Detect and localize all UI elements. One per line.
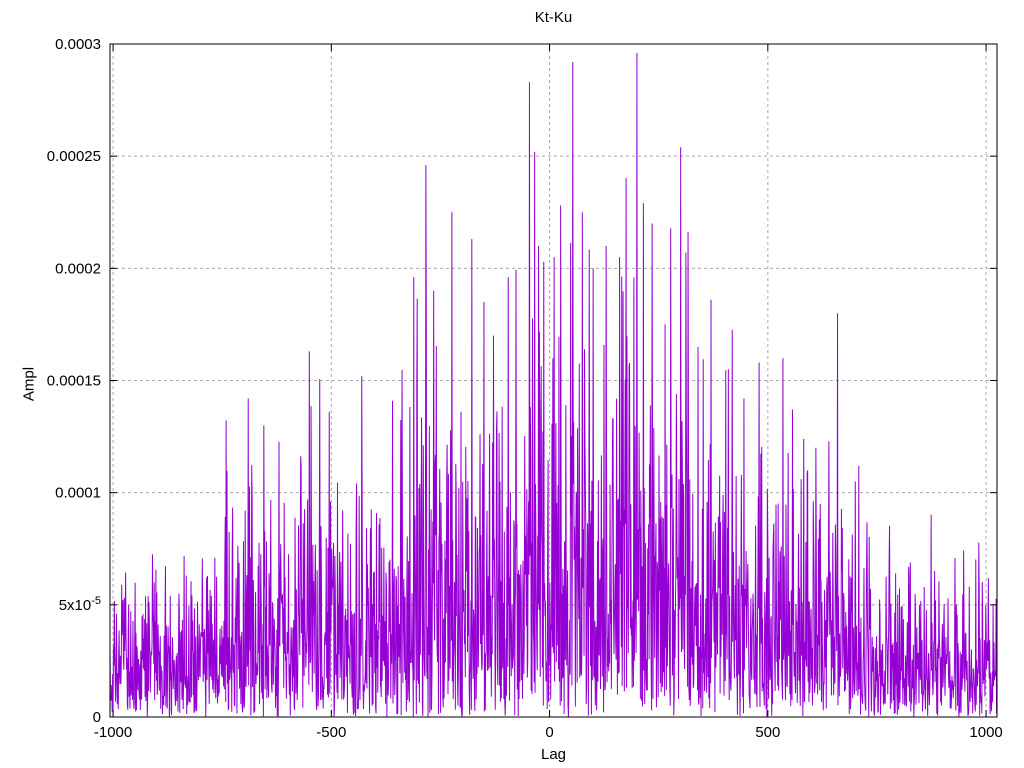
x-tick-label: 0 bbox=[545, 724, 553, 741]
data-series-line bbox=[109, 52, 998, 717]
y-tick-label: 0.00015 bbox=[47, 373, 101, 390]
x-axis-title: Lag bbox=[540, 746, 567, 763]
y-tick-label: 0.0002 bbox=[55, 260, 101, 277]
chart-title: Kt-Ku bbox=[534, 9, 573, 26]
y-tick-label: 0.0003 bbox=[55, 36, 101, 53]
x-tick-label: 500 bbox=[755, 724, 780, 741]
x-tick-label: -1000 bbox=[94, 724, 132, 741]
x-tick-label: 1000 bbox=[969, 724, 1002, 741]
y-tick-label: 5x10-5 bbox=[59, 595, 101, 614]
y-tick-label: 0.0001 bbox=[55, 485, 101, 502]
y-tick-label: 0 bbox=[93, 709, 101, 726]
x-tick-label: -500 bbox=[316, 724, 346, 741]
y-tick-label: 0.00025 bbox=[47, 148, 101, 165]
